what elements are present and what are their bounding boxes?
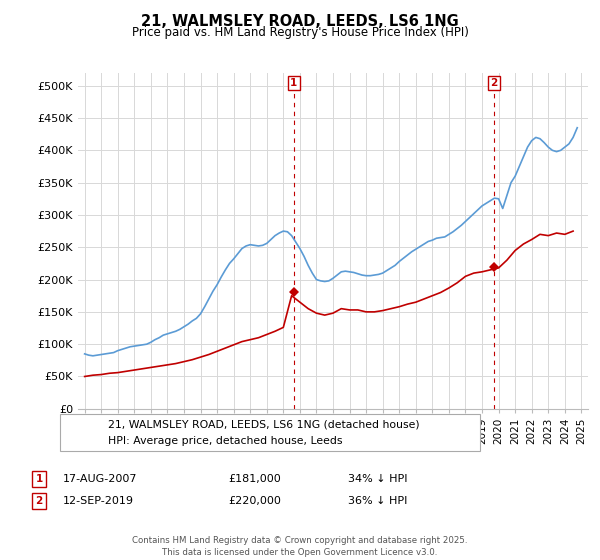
Text: £220,000: £220,000: [228, 496, 281, 506]
Text: 36% ↓ HPI: 36% ↓ HPI: [348, 496, 407, 506]
Text: Contains HM Land Registry data © Crown copyright and database right 2025.
This d: Contains HM Land Registry data © Crown c…: [132, 536, 468, 557]
Text: 21, WALMSLEY ROAD, LEEDS, LS6 1NG: 21, WALMSLEY ROAD, LEEDS, LS6 1NG: [141, 14, 459, 29]
Text: 17-AUG-2007: 17-AUG-2007: [63, 474, 137, 484]
Text: 2: 2: [35, 496, 43, 506]
Text: Price paid vs. HM Land Registry's House Price Index (HPI): Price paid vs. HM Land Registry's House …: [131, 26, 469, 39]
Text: 2: 2: [490, 78, 497, 88]
Text: 12-SEP-2019: 12-SEP-2019: [63, 496, 134, 506]
Text: 1: 1: [35, 474, 43, 484]
Text: 34% ↓ HPI: 34% ↓ HPI: [348, 474, 407, 484]
Text: HPI: Average price, detached house, Leeds: HPI: Average price, detached house, Leed…: [108, 436, 343, 446]
Text: 1: 1: [290, 78, 297, 88]
Text: £181,000: £181,000: [228, 474, 281, 484]
Text: 21, WALMSLEY ROAD, LEEDS, LS6 1NG (detached house): 21, WALMSLEY ROAD, LEEDS, LS6 1NG (detac…: [108, 419, 419, 430]
